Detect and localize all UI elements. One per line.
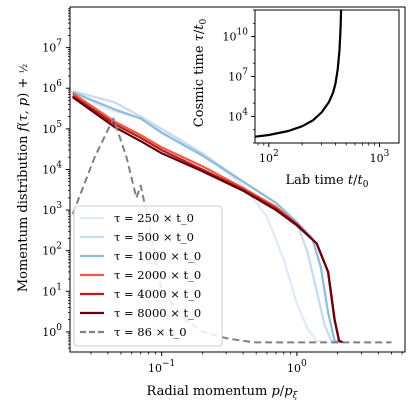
- y-tick-label: 105: [42, 120, 62, 136]
- main-plot-frame: [69, 6, 406, 353]
- inset-ticks-group: 104 107 1010 102 103: [223, 9, 390, 165]
- inset-x-tick-label: 103: [370, 149, 390, 165]
- inset-series-line: [255, 10, 343, 138]
- inset-y-tick-label: 1010: [223, 28, 249, 44]
- inset-y-axis-label: Cosmic time τ/t0: [192, 19, 209, 128]
- legend-label-250-t-0: τ = 250 × t_0: [114, 211, 194, 225]
- inset-x-tick-label: 102: [259, 149, 279, 165]
- inset-y-tick-label: 104: [228, 107, 248, 123]
- inset-background: [255, 10, 399, 143]
- main-x-axis-label: Radial momentum p/pξ: [147, 384, 299, 401]
- inset-y-tick-label: 107: [228, 68, 248, 84]
- y-tick-label: 107: [42, 39, 62, 55]
- x-tick-label: 100: [287, 359, 307, 375]
- legend-label-1000-t-0: τ = 1000 × t_0: [114, 249, 201, 263]
- legend-label-500-t-0: τ = 500 × t_0: [114, 230, 194, 244]
- main-y-axis-label: Momentum distribution f(τ, p) + ½: [16, 64, 31, 293]
- y-tick-label: 104: [42, 160, 62, 176]
- legend-box: [73, 205, 223, 347]
- inset-series-group: [255, 10, 343, 138]
- legend-label-2000-t-0: τ = 2000 × t_0: [114, 268, 201, 282]
- y-tick-label: 106: [42, 79, 62, 95]
- legend-label-4000-t-0: τ = 4000 × t_0: [114, 287, 201, 301]
- y-tick-label: 102: [42, 242, 62, 258]
- main-ticks-group: 100 101 102 103 104 105 106 107 10−1 100: [42, 8, 403, 375]
- y-tick-label: 100: [42, 323, 62, 339]
- inset-x-axis-label: Lab time t/t0: [286, 173, 369, 190]
- series-line-8000-t-0: [72, 96, 344, 344]
- legend: τ = 250 × t_0 τ = 500 × t_0 τ = 1000 × t_0…: [73, 205, 223, 347]
- series-line-1000-t-0: [72, 91, 341, 344]
- x-tick-label: 10−1: [148, 359, 175, 375]
- main-series-group: [71, 90, 392, 344]
- y-tick-label: 101: [42, 282, 62, 298]
- legend-label-86-t-0: τ = 86 × t_0: [114, 325, 187, 339]
- y-tick-label: 103: [42, 201, 62, 217]
- legend-label-8000-t-0: τ = 8000 × t_0: [114, 306, 201, 320]
